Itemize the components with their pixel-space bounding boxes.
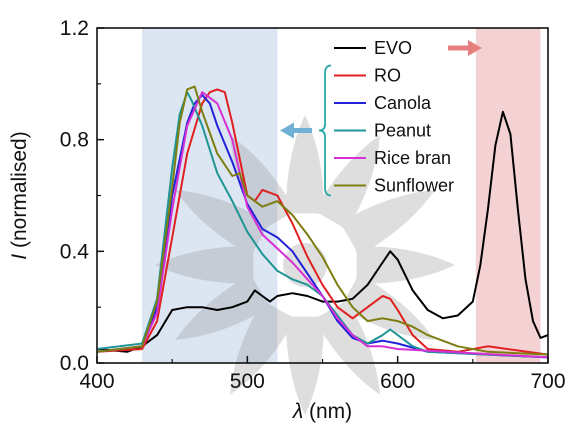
x-axis-symbol: λ [292,400,303,423]
x-axis-label: λ (nm) [292,400,352,423]
series-line-sunflower [96,85,549,356]
x-axis-unit: (nm) [303,400,352,423]
data-series [96,85,549,359]
watermark-petal [286,316,324,415]
legend-label-evo: EVO [374,38,412,58]
watermark-petal [340,274,435,340]
series-line-peanut [96,91,549,359]
x-axis: 400 500 600 700 [79,356,566,393]
y-axis-label: I (normalised) [8,131,31,259]
series-line-canola [96,94,549,359]
series-line-evo [96,110,549,353]
y-axis-unit: (normalised) [8,131,31,254]
arrow-left-icon [280,122,294,139]
watermark-petal [286,115,324,214]
legend-label-canola: Canola [374,93,432,113]
y-tick-label: 0.8 [60,129,89,152]
legend-label-peanut: Peanut [374,121,431,141]
series-line-rice-bran [96,91,549,359]
y-axis-symbol: I [8,254,31,260]
shaded-region-1 [142,28,278,363]
legend-label-rice-bran: Rice bran [374,148,451,168]
watermark-petal [230,300,296,395]
watermark-petal [175,274,270,340]
watermark-petal [356,246,455,284]
shaded-regions [142,28,541,363]
x-tick-label: 500 [230,370,265,393]
y-tick-label: 0.0 [60,352,89,375]
legend: EVO RO Canola Peanut Rice bran Sunflower [334,38,454,196]
x-tick-label: 600 [380,370,415,393]
watermark-petal [175,190,270,256]
y-tick-label: 0.4 [60,240,90,263]
y-axis: 0.0 0.4 0.8 1.2 [60,17,104,375]
watermark-ring [242,202,368,328]
arrow-right-icon [468,40,482,56]
legend-label-ro: RO [374,66,401,86]
watermark-petal [340,190,435,256]
legend-label-sunflower: Sunflower [374,176,454,196]
annotations [280,40,482,197]
x-tick-label: 700 [530,370,565,393]
watermark-petal [230,135,296,230]
legend-bracket [318,64,332,197]
series-line-ro [96,88,549,356]
watermark-petal [155,246,254,284]
watermark-petal [314,300,380,395]
y-tick-label: 1.2 [60,17,89,40]
x-tick-label: 400 [79,370,114,393]
